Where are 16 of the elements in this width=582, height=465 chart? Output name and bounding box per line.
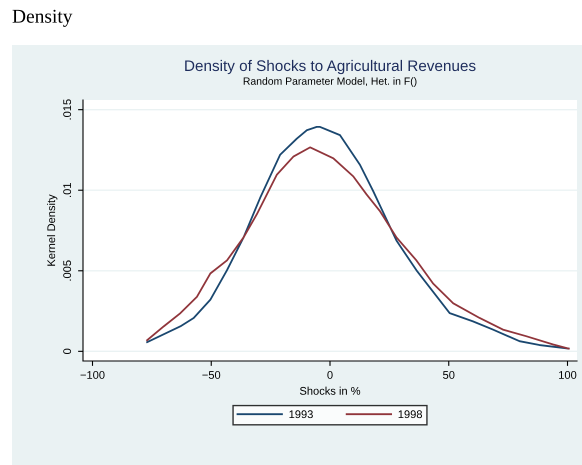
legend-label: 1998 xyxy=(398,410,422,418)
x-axis-title: Shocks in % xyxy=(300,386,360,395)
y-tick-label: 0 xyxy=(63,348,72,354)
y-tick-label: .005 xyxy=(63,260,72,281)
y-tick-label: .01 xyxy=(63,183,72,197)
x-tick-label: −50 xyxy=(202,371,220,379)
x-tick-label: 50 xyxy=(443,371,454,379)
x-tick-label: −100 xyxy=(80,371,105,379)
chart-subtitle: Random Parameter Model, Het. in F() xyxy=(244,77,416,87)
x-tick-label: 0 xyxy=(327,371,333,379)
y-axis-title: Kernel Density xyxy=(47,194,58,266)
x-tick-label: 100 xyxy=(559,371,576,379)
chart-title: Density of Shocks to Agricultural Revenues xyxy=(185,60,476,74)
legend-label: 1993 xyxy=(289,410,313,418)
y-tick-label: .015 xyxy=(63,99,72,120)
text: Density xyxy=(12,10,72,27)
